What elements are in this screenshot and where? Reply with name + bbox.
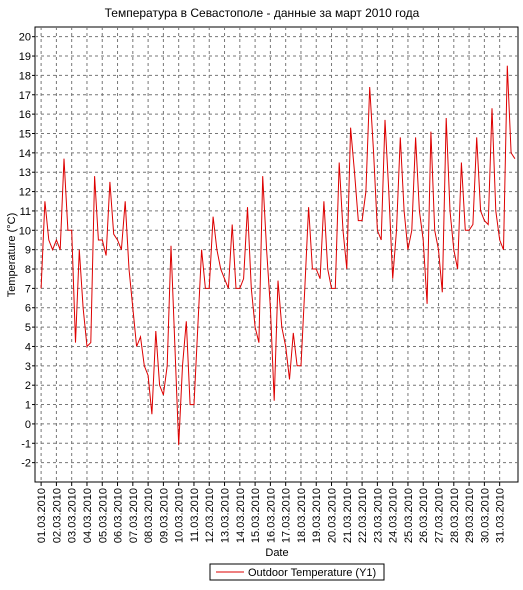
x-tick-label: 13.03.2010: [220, 488, 232, 543]
x-tick-label: 28.03.2010: [449, 488, 461, 543]
x-tick-label: 22.03.2010: [357, 488, 369, 543]
chart-title: Температура в Севастополе - данные за ма…: [105, 6, 420, 20]
x-tick-label: 21.03.2010: [342, 488, 354, 543]
y-tick-label: 20: [19, 32, 31, 44]
x-tick-label: 12.03.2010: [204, 488, 216, 543]
x-tick-label: 07.03.2010: [128, 488, 140, 543]
x-tick-label: 16.03.2010: [265, 488, 277, 543]
x-tick-label: 27.03.2010: [434, 488, 446, 543]
x-tick-label: 03.03.2010: [67, 488, 79, 543]
x-tick-label: 08.03.2010: [143, 488, 155, 543]
x-tick-label: 29.03.2010: [464, 488, 476, 543]
x-tick-label: 18.03.2010: [296, 488, 308, 543]
x-tick-label: 19.03.2010: [311, 488, 323, 543]
y-tick-label: 3: [25, 361, 31, 373]
y-tick-label: 8: [25, 264, 31, 276]
y-tick-label: 2: [25, 380, 31, 392]
y-tick-label: 14: [19, 148, 31, 160]
x-tick-label: 04.03.2010: [82, 488, 94, 543]
x-axis-label: Date: [265, 547, 288, 559]
y-tick-label: 17: [19, 90, 31, 102]
x-tick-label: 15.03.2010: [250, 488, 262, 543]
y-tick-label: 9: [25, 245, 31, 257]
x-tick-label: 25.03.2010: [403, 488, 415, 543]
x-tick-label: 05.03.2010: [97, 488, 109, 543]
y-axis-label: Temperature (°C): [6, 213, 18, 297]
y-tick-label: -2: [21, 458, 31, 470]
legend-label: Outdoor Temperature (Y1): [248, 567, 376, 579]
y-tick-label: 10: [19, 225, 31, 237]
legend-box: [209, 563, 385, 581]
x-tick-label: 23.03.2010: [372, 488, 384, 543]
x-tick-label: 10.03.2010: [174, 488, 186, 543]
x-tick-label: 02.03.2010: [51, 488, 63, 543]
x-tick-label: 20.03.2010: [327, 488, 339, 543]
x-tick-label: 01.03.2010: [36, 488, 48, 543]
plot-area: [34, 26, 519, 483]
y-tick-label: 19: [19, 51, 31, 63]
y-tick-label: 13: [19, 167, 31, 179]
y-tick-label: 18: [19, 70, 31, 82]
y-tick-label: 4: [25, 341, 31, 353]
x-tick-label: 31.03.2010: [495, 488, 507, 543]
x-tick-label: 09.03.2010: [158, 488, 170, 543]
y-tick-label: 6: [25, 303, 31, 315]
y-tick-label: 11: [20, 206, 31, 218]
x-tick-label: 11.03.2010: [189, 488, 201, 542]
x-tick-label: 06.03.2010: [113, 488, 125, 543]
x-tick-label: 26.03.2010: [418, 488, 430, 543]
y-tick-label: 5: [25, 322, 31, 334]
x-tick-label: 17.03.2010: [281, 488, 293, 543]
x-tick-label: 14.03.2010: [235, 488, 247, 543]
y-tick-label: 15: [19, 128, 31, 140]
y-tick-label: 0: [25, 419, 31, 431]
y-tick-label: 16: [19, 109, 31, 121]
y-tick-label: -1: [21, 438, 31, 450]
y-tick-label: 1: [25, 400, 31, 412]
x-tick-label: 30.03.2010: [479, 488, 491, 543]
y-tick-label: 7: [25, 283, 31, 295]
data-line: [40, 65, 516, 446]
x-tick-label: 24.03.2010: [388, 488, 400, 543]
y-tick-label: 12: [19, 187, 31, 199]
